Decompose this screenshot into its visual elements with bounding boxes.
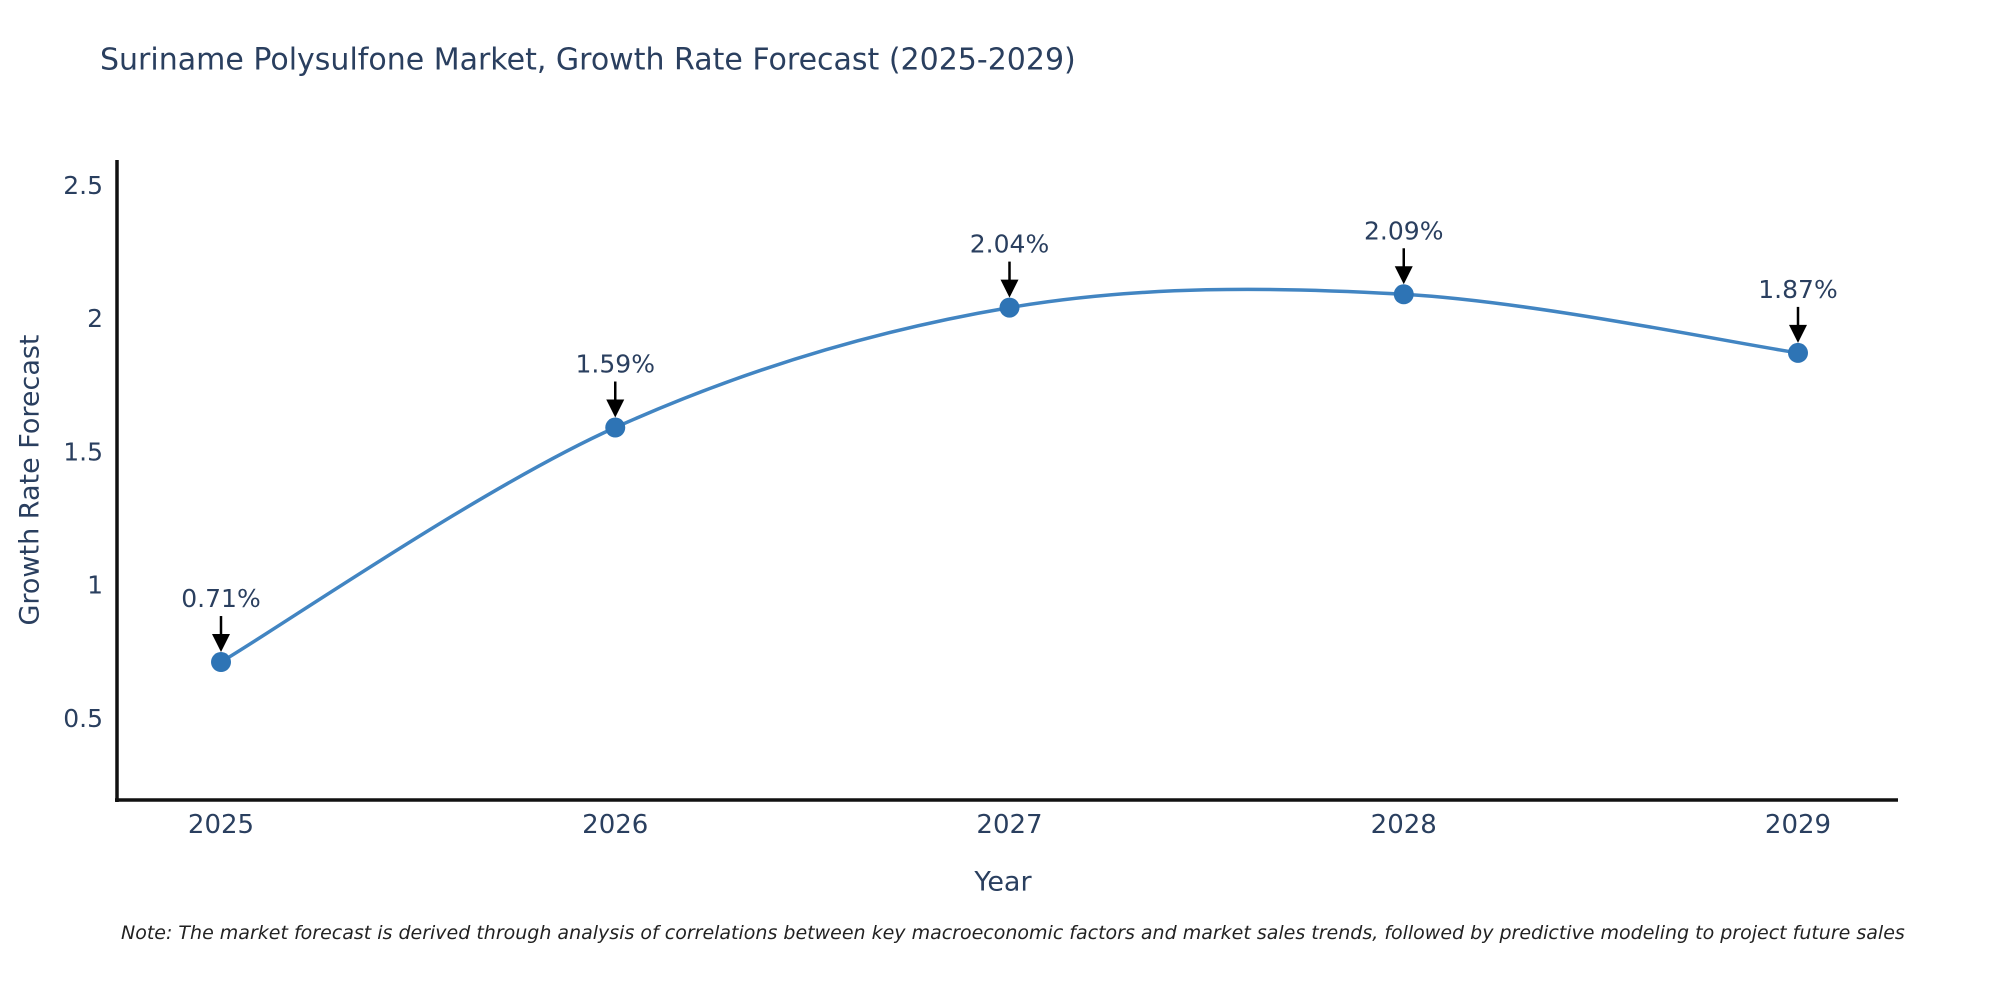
y-tick-label: 0.5: [63, 704, 103, 733]
annotation-label: 0.71%: [181, 584, 260, 613]
y-tick-label: 2: [87, 304, 103, 333]
x-tick-label: 2028: [1371, 810, 1437, 840]
footnote: Note: The market forecast is derived thr…: [121, 922, 1905, 944]
data-point-marker[interactable]: [605, 417, 626, 438]
data-point-marker[interactable]: [211, 652, 231, 673]
y-tick-label: 2.5: [63, 171, 103, 200]
annotation-arrowhead: [1789, 324, 1807, 343]
chart-title: Suriname Polysulfone Market, Growth Rate…: [100, 42, 1076, 78]
annotation-arrowhead: [1394, 266, 1413, 285]
y-tick-label: 1: [87, 571, 103, 600]
annotation-label: 2.04%: [970, 230, 1049, 259]
annotation-label: 2.09%: [1364, 216, 1443, 245]
annotation-label: 1.87%: [1758, 275, 1837, 304]
y-tick-label: 1.5: [63, 437, 103, 466]
x-tick-label: 2026: [582, 810, 648, 840]
x-tick-label: 2027: [976, 810, 1042, 840]
data-point-marker[interactable]: [1393, 284, 1414, 305]
data-point-marker[interactable]: [999, 297, 1020, 318]
annotation-arrowhead: [212, 634, 230, 653]
x-tick-label: 2025: [188, 810, 254, 840]
annotation-arrowhead: [606, 399, 625, 418]
y-axis-title: Growth Rate Forecast: [14, 334, 46, 626]
data-point-marker[interactable]: [1788, 342, 1808, 363]
trend-line: [219, 287, 1800, 664]
x-tick-label: 2029: [1765, 810, 1831, 840]
annotation-arrowhead: [1000, 279, 1019, 298]
x-axis-title: Year: [974, 866, 1032, 898]
annotation-label: 1.59%: [576, 350, 655, 379]
